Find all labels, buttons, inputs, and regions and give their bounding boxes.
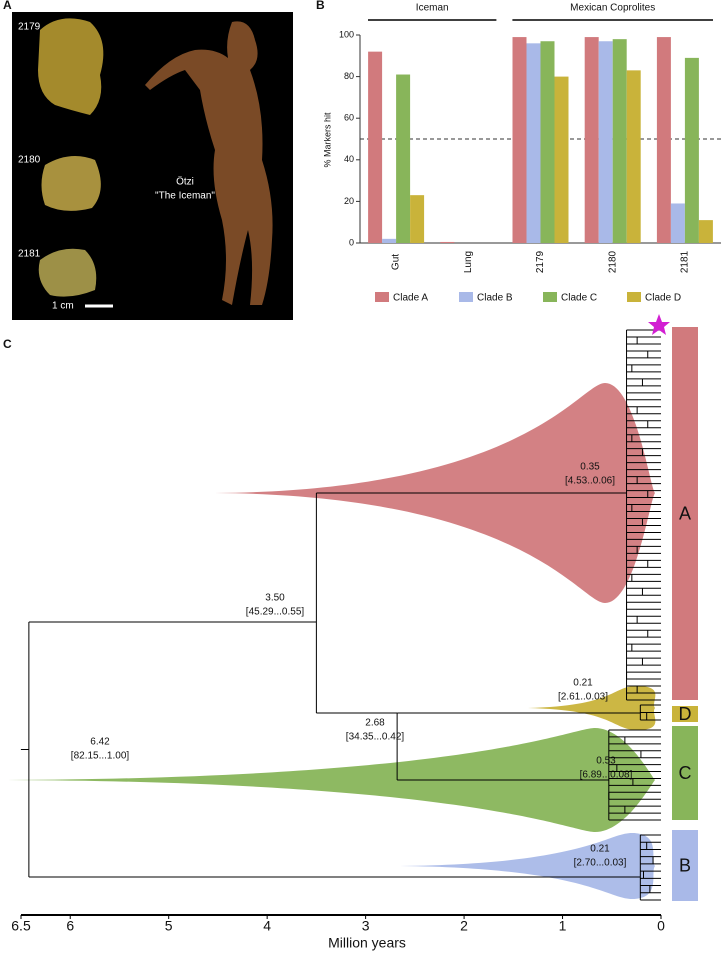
bar bbox=[396, 74, 411, 244]
specimen-label: 2181 bbox=[18, 249, 41, 260]
x-tick-label: 2179 bbox=[535, 250, 546, 273]
node-interval: [45.29...0.55] bbox=[246, 607, 305, 618]
legend-swatch bbox=[375, 292, 389, 302]
node-age: 6.42 bbox=[90, 737, 110, 748]
clade-label: D bbox=[679, 704, 692, 724]
x-tick-label: 2180 bbox=[607, 250, 618, 273]
group-label: Iceman bbox=[416, 3, 449, 14]
specimen-photo bbox=[38, 248, 97, 297]
y-tick-label: 40 bbox=[344, 154, 354, 164]
x-tick-label: 2181 bbox=[680, 250, 691, 273]
subject-label: "The Iceman" bbox=[155, 191, 215, 202]
node-age: 0.21 bbox=[590, 844, 610, 855]
bar bbox=[540, 41, 555, 243]
x-tick-label: Gut bbox=[391, 254, 402, 270]
node-interval: [4.53..0.06] bbox=[565, 476, 615, 487]
x-tick-label: 1 bbox=[559, 918, 567, 934]
legend-swatch bbox=[543, 292, 557, 302]
y-tick-label: 80 bbox=[344, 71, 354, 81]
clade-bar bbox=[672, 830, 698, 901]
y-tick-label: 0 bbox=[349, 237, 354, 247]
bar bbox=[512, 37, 527, 243]
node-age: 0.35 bbox=[580, 462, 600, 473]
x-tick-label: 5 bbox=[165, 918, 173, 934]
y-tick-label: 60 bbox=[344, 113, 354, 123]
clade-label: A bbox=[679, 503, 691, 523]
x-tick-label: 6.5 bbox=[11, 918, 31, 934]
legend-label: Clade B bbox=[477, 293, 513, 304]
legend-swatch bbox=[459, 292, 473, 302]
posterior-violin bbox=[400, 833, 655, 899]
clade-bar bbox=[672, 726, 698, 820]
group-label: Mexican Coprolites bbox=[570, 3, 655, 14]
clade-bar bbox=[672, 327, 698, 700]
node-age: 3.50 bbox=[265, 593, 285, 604]
panel-label: B bbox=[316, 0, 325, 12]
specimen-photo bbox=[38, 18, 104, 115]
x-tick-label: Lung bbox=[463, 251, 474, 273]
bar bbox=[612, 39, 627, 243]
bar bbox=[526, 43, 541, 243]
y-tick-label: 100 bbox=[339, 29, 354, 39]
bar bbox=[670, 203, 685, 243]
bar bbox=[368, 51, 383, 243]
x-tick-label: 0 bbox=[657, 918, 665, 934]
node-interval: [6.89...0.08] bbox=[580, 770, 633, 781]
bar bbox=[656, 37, 671, 243]
bar bbox=[410, 195, 425, 243]
specimen-label: 2179 bbox=[18, 22, 41, 33]
node-interval: [82.15...1.00] bbox=[71, 751, 130, 762]
posterior-violin bbox=[7, 728, 655, 832]
x-tick-label: 4 bbox=[263, 918, 271, 934]
bar bbox=[584, 37, 599, 243]
bar bbox=[684, 57, 699, 243]
bar bbox=[626, 70, 641, 243]
bar bbox=[698, 220, 713, 243]
node-interval: [34.35...0.42] bbox=[346, 732, 405, 743]
node-age: 0.21 bbox=[573, 678, 593, 689]
bar bbox=[554, 76, 569, 243]
x-tick-label: 3 bbox=[362, 918, 370, 934]
bar bbox=[598, 41, 613, 243]
x-axis-label: Million years bbox=[328, 935, 406, 951]
panel-label: C bbox=[3, 337, 12, 351]
node-age: 2.68 bbox=[365, 718, 385, 729]
clade-label: C bbox=[679, 763, 692, 783]
posterior-violin bbox=[528, 686, 656, 730]
bar bbox=[382, 238, 397, 243]
mummy-photo bbox=[145, 21, 273, 306]
node-interval: [2.61..0.03] bbox=[558, 692, 608, 703]
node-interval: [2.70...0.03] bbox=[574, 858, 627, 869]
legend-swatch bbox=[627, 292, 641, 302]
legend-label: Clade D bbox=[645, 293, 681, 304]
y-axis-label: % Markers hit bbox=[322, 112, 332, 168]
subject-label: Ötzi bbox=[176, 176, 194, 188]
star-marker bbox=[648, 314, 670, 335]
node-age: 0.53 bbox=[596, 756, 616, 767]
x-tick-label: 6 bbox=[66, 918, 74, 934]
y-tick-label: 20 bbox=[344, 196, 354, 206]
specimen-label: 2180 bbox=[18, 155, 41, 166]
clade-label: B bbox=[679, 855, 691, 875]
legend-label: Clade C bbox=[561, 293, 597, 304]
x-tick-label: 2 bbox=[460, 918, 468, 934]
clade-bar bbox=[672, 706, 698, 722]
specimen-photo bbox=[41, 156, 101, 211]
scale-label: 1 cm bbox=[52, 301, 74, 312]
panel-label: A bbox=[3, 0, 12, 12]
legend-label: Clade A bbox=[393, 293, 428, 304]
bar bbox=[440, 241, 455, 243]
